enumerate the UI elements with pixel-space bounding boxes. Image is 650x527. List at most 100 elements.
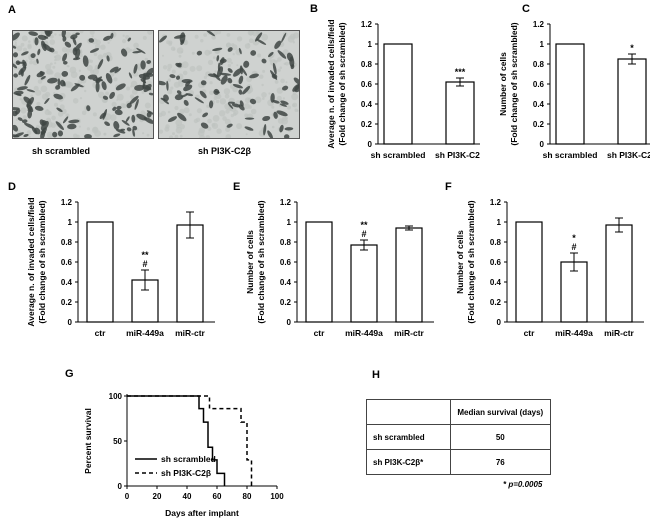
micrograph-cell [238,89,243,95]
bar [176,224,204,323]
micrograph-cell [121,119,130,126]
micrograph-cell [99,112,107,119]
micrograph-pore [171,69,176,74]
chart-g: G Percent survival Days after implant 0 50 10… [65,368,284,518]
micrograph-cell [20,68,24,77]
y-tick-label: 0.6 [533,80,545,89]
micrograph-pore [207,126,212,131]
micrograph-pore [179,108,185,115]
micrograph-pore [126,86,131,91]
micrograph-pore [20,42,25,47]
micrograph-cell [61,70,69,77]
micrograph-cell [62,116,69,124]
micrograph-sh-pi3k [158,30,300,139]
micrograph-cell [233,68,242,77]
micrograph-pore [54,62,57,65]
y-axis-label-secondary: (Fold change of sh scrambled) [37,200,47,323]
bar [515,221,543,323]
micrograph-cell [146,110,153,115]
micrograph-cell [274,40,282,49]
y-tick-label: 0.6 [490,258,502,267]
micrograph-cell [136,47,146,54]
x-category-label: miR-ctr [394,328,424,338]
micrograph-pore [53,92,56,95]
significance-marker: # [142,259,147,269]
micrograph-cell [13,45,17,49]
micrograph-pore [122,39,127,44]
micrograph-cell [202,112,209,118]
micrograph-pore [86,127,90,131]
micrograph-pore [227,63,231,68]
micrograph-pore [236,64,239,67]
micrograph-pore [212,115,220,122]
micrograph-cell [212,47,223,52]
micrograph-pore [271,125,275,129]
y-tick-label: 0.2 [361,120,373,129]
micrograph-pore [178,54,182,58]
micrograph-pore [52,65,56,69]
micrograph-pore [129,48,133,52]
micrograph-sh-scrambled-image [13,31,153,138]
micrograph-pore [261,92,267,98]
micrograph-pore [224,118,231,125]
micrograph-pore [167,78,171,82]
micrograph-pore [22,115,27,120]
micrograph-pore [168,42,172,46]
micrograph-pore [30,94,34,98]
micrograph-pore [277,118,284,124]
micrograph-pore [25,59,28,63]
micrograph-pore [111,101,117,107]
micrograph-pore [206,104,210,109]
micrograph-pore [257,53,262,58]
micrograph-pore [125,35,130,40]
micrograph-cell [272,100,280,104]
micrograph-cell [89,48,100,53]
chart-c: C Number of cells (Fold change of sh scram… [498,3,650,160]
micrograph-pore [236,36,243,42]
micrograph-pore [214,70,217,73]
micrograph-cell [41,131,46,135]
micrograph-pore [226,57,232,63]
micrograph-cell [270,93,275,103]
micrograph-cell [173,34,186,39]
micrograph-pore [226,33,231,37]
micrograph-cell [128,72,133,79]
bar [617,58,647,145]
micrograph-pore [222,116,227,121]
micrograph-pore [224,94,230,99]
micrograph-cell [40,120,49,131]
micrograph-pore [54,102,58,107]
micrograph-pore [175,119,183,126]
micrograph-cell [47,77,58,84]
micrograph-pore [73,133,78,138]
micrograph-cell [115,83,126,91]
micrograph-pore [104,117,108,121]
x-tick-label: 80 [243,492,252,501]
micrograph-sh-pi3k-image [159,31,299,138]
micrograph-pore [97,54,104,61]
panel-letter-h: H [372,369,380,381]
micrograph-cell [293,77,299,85]
micrograph-cell [21,51,29,56]
micrograph-cell [183,84,193,92]
micrograph-pore [175,126,183,134]
micrograph-pore [209,81,213,85]
micrograph-cell [282,85,289,91]
x-category-label: miR-449a [345,328,383,338]
y-tick-label: 0.8 [280,238,292,247]
micrograph-cell [41,40,47,52]
y-tick-label: 1.2 [490,198,502,207]
micrograph-cell [140,60,146,70]
micrograph-pore [79,31,84,34]
significance-marker: # [361,229,366,239]
y-axis-label: Average n. of invaded cells/field [326,19,336,148]
micrograph-pore [279,66,283,69]
micrograph-pore [141,90,145,94]
micrograph-pore [248,105,252,109]
micrograph-cell [181,93,188,98]
micrograph-cell [109,66,119,73]
micrograph-pore [162,54,164,57]
significance-marker: * [572,233,576,243]
micrograph-pore [110,114,117,121]
micrograph-cell [254,32,263,42]
